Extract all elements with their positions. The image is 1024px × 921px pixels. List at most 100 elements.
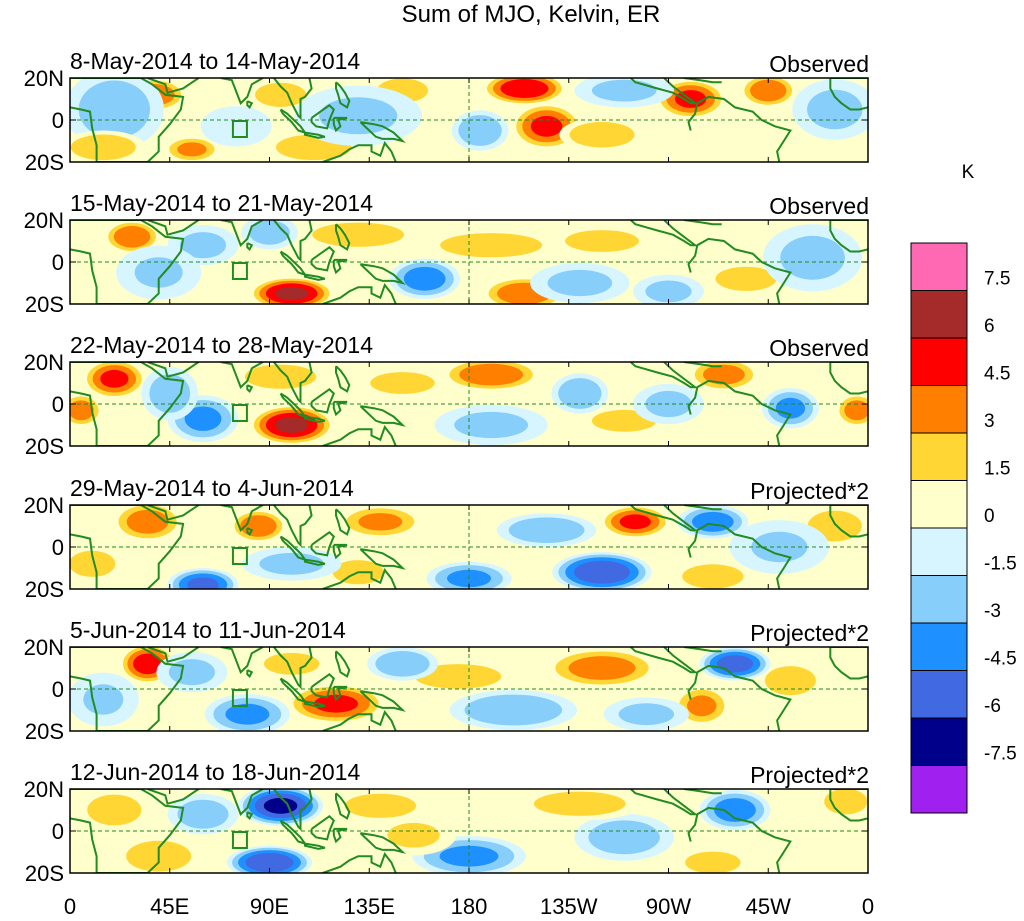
contour-band [645,280,692,303]
anomaly-contour [451,110,509,151]
panel-period: 15-May-2014 to 21-May-2014 [70,190,373,216]
latitude-label: 20N [24,66,64,91]
map-field [70,362,868,446]
anomaly-contour [249,647,335,681]
new-guinea-outline [359,832,406,854]
anomaly-contour [496,513,597,547]
contour-band [687,695,717,717]
colorbar-swatch [910,337,968,386]
philippines-outline [335,792,351,820]
colorbar: 7.5 6 4.5 3 1.5 0 -1.5 -3 -4.5 -6 -7.5 [910,242,1017,814]
sumatra-outline [279,535,308,562]
map-panel: 20N 0 20S 15-May-2014 to 21-May-2014 Observe… [24,190,869,317]
map-field [70,78,868,162]
anomaly-contour [103,220,161,254]
longitude-label: 0 [862,894,874,919]
latitude-label: 20S [25,434,64,459]
anomaly-contour [739,78,797,108]
anomaly-contour [545,224,659,258]
sulawesi-outline [332,685,348,702]
reference-box [231,831,248,849]
contour-band [750,79,787,102]
anomaly-contour [574,78,674,108]
contour-band [715,266,777,291]
reference-box [231,404,248,422]
contour-band [464,694,563,726]
colorbar-label: 4.5 [984,364,1010,385]
sulawesi-outline [332,258,348,275]
sri-lanka-outline [246,100,254,110]
india-outline [220,362,264,389]
sumatra-outline [279,250,308,277]
africa-outline [70,362,185,446]
contour-band [87,794,142,826]
philippines-outline [335,508,351,536]
contour-band [100,369,129,388]
anomaly-contour [367,647,438,681]
colorbar-swatch [910,717,968,766]
colorbar-swatch [910,527,968,576]
reference-box [231,547,248,565]
panel-kind: Projected*2 [750,478,869,504]
contour-band [126,509,169,534]
central-america-outline [630,362,699,389]
contour-band [358,513,403,531]
philippines-outline [335,650,351,678]
figure-title: Sum of MJO, Kelvin, ER [402,1,661,28]
colorbar-swatch [910,765,968,814]
contour-band [83,684,124,715]
sulawesi-outline [332,827,348,844]
sumatra-outline [279,392,308,419]
colorbar-swatch [910,290,968,339]
contour-band [682,564,744,589]
colorbar-swatch [910,622,968,671]
africa-outline [70,647,185,731]
contour-band [565,230,639,252]
anomaly-contour [552,552,652,589]
arabia-outline [147,78,200,94]
contour-band [714,798,756,822]
latitude-label: 20S [25,292,64,317]
panel-period: 22-May-2014 to 28-May-2014 [70,332,373,358]
indochina-outline [273,789,313,832]
java-outline [304,273,326,281]
latitude-label: 0 [52,392,64,417]
anomaly-contour [352,366,453,400]
contour-band [168,659,216,686]
india-outline [220,78,264,105]
latitude-label: 20S [25,719,64,744]
australia-outline [322,283,397,304]
longitude-label: 45W [746,894,791,919]
contour-band [414,664,502,689]
anomaly-contour [835,393,868,428]
colorbar-swatch [910,670,968,719]
west-africa-outline [829,505,868,538]
map-field [70,505,868,589]
west-africa-outline [829,789,868,822]
longitude-label: 90W [646,894,691,919]
x-axis: 0 45E 90E 135E 180 135W 90W 45W 0 [64,894,874,919]
anomaly-contour [599,505,671,539]
colorbar-swatch [910,480,968,529]
contour-band [439,845,499,867]
africa-outline [70,78,185,162]
south-america-outline [687,95,792,162]
panel-period: 8-May-2014 to 14-May-2014 [70,48,360,74]
australia-outline [322,568,397,589]
contour-band [225,703,270,725]
colorbar-label: -3 [984,601,1001,622]
colorbar-swatch [910,432,968,481]
anomaly-contour [516,789,644,821]
anomaly-contour [249,404,335,446]
anomaly-contour [762,388,819,429]
anomaly-contour [226,845,313,873]
contour-band [716,655,754,673]
java-outline [304,700,326,708]
contour-band [133,653,163,675]
anomaly-contour [670,559,756,589]
philippines-outline [335,81,351,109]
philippines-outline [335,365,351,393]
reference-box [231,120,248,138]
central-america-outline [630,647,699,674]
